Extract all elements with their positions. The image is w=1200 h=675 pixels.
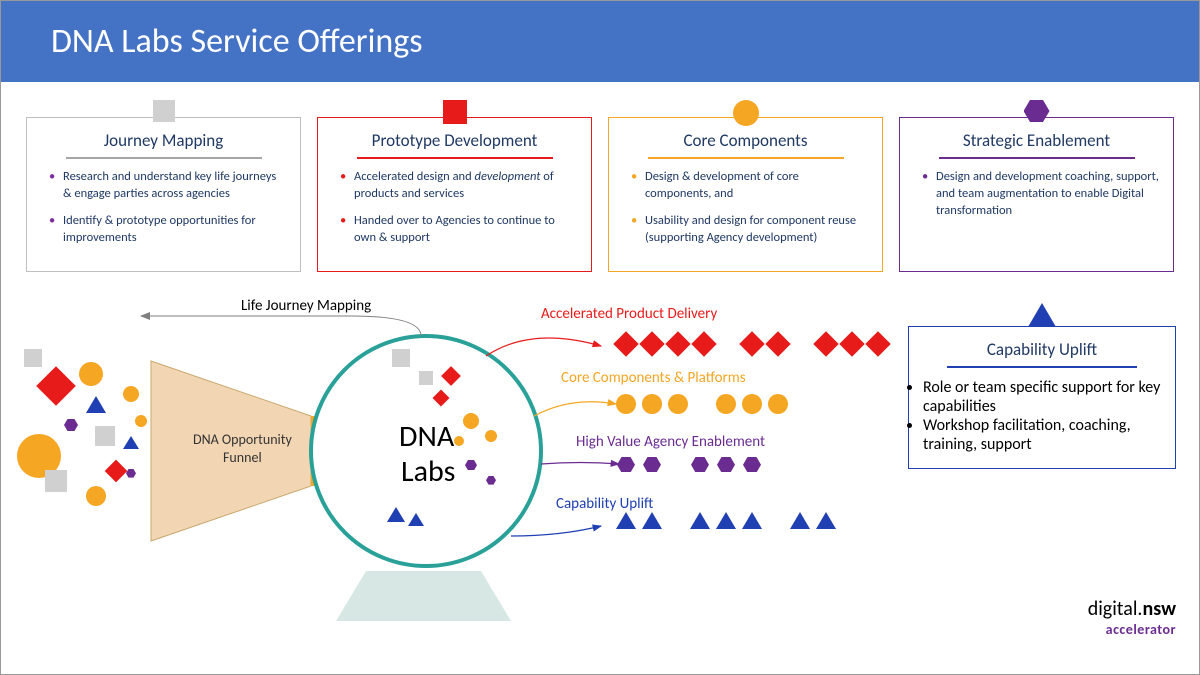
triangle-icon bbox=[387, 507, 405, 522]
square-icon bbox=[24, 349, 42, 367]
triangle-icon bbox=[86, 396, 106, 413]
circle-base bbox=[336, 571, 511, 621]
bullet: Handed over to Agencies to continue to o… bbox=[344, 213, 577, 247]
triangle-icon bbox=[123, 436, 139, 449]
bullet: Design & development of core components,… bbox=[635, 169, 868, 203]
triangle-icon bbox=[690, 512, 710, 529]
triangle-icon bbox=[642, 512, 662, 529]
stream-arrow-2 bbox=[534, 402, 616, 416]
card-title: Prototype Development bbox=[332, 130, 577, 151]
circle-icon bbox=[86, 486, 106, 506]
top-arrow-label: Life Journey Mapping bbox=[241, 297, 371, 315]
circle-icon bbox=[716, 394, 736, 414]
card-rule bbox=[947, 366, 1137, 368]
card-capability-uplift: Capability Uplift Role or team specific … bbox=[908, 326, 1176, 469]
card-title: Journey Mapping bbox=[41, 130, 286, 151]
circle-icon bbox=[463, 413, 479, 429]
stream-arrow-1 bbox=[486, 338, 601, 356]
card-title: Strategic Enablement bbox=[914, 130, 1159, 151]
triangle-icon bbox=[716, 512, 736, 529]
bullet: Usability and design for component reuse… bbox=[635, 213, 868, 247]
card-bullets: Role or team specific support for key ca… bbox=[923, 378, 1161, 454]
card-rule bbox=[357, 157, 553, 159]
stream-arrow-3 bbox=[541, 463, 619, 465]
card-strategic-enablement: Strategic Enablement Design and developm… bbox=[899, 117, 1174, 272]
circle-icon bbox=[135, 415, 147, 427]
page-header: DNA Labs Service Offerings bbox=[1, 1, 1199, 82]
square-icon bbox=[419, 371, 433, 385]
circle-icon bbox=[768, 394, 788, 414]
triangle-icon bbox=[742, 512, 762, 529]
hexagon-icon bbox=[1024, 100, 1050, 122]
card-core-components: Core Components Design & development of … bbox=[608, 117, 883, 272]
logo-line1: digital.nsw bbox=[1088, 597, 1176, 621]
card-title: Capability Uplift bbox=[923, 339, 1161, 360]
bullet: Role or team specific support for key ca… bbox=[923, 378, 1161, 416]
triangle-icon bbox=[616, 512, 636, 529]
return-arrow bbox=[141, 316, 421, 336]
circle-icon bbox=[733, 100, 759, 126]
card-rule bbox=[66, 157, 262, 159]
card-bullets: Design and development coaching, support… bbox=[914, 169, 1159, 220]
logo-line2: accelerator bbox=[1088, 621, 1176, 638]
bullet: Accelerated design and development of pr… bbox=[344, 169, 577, 203]
square-icon bbox=[153, 100, 175, 122]
card-prototype-development: Prototype Development Accelerated design… bbox=[317, 117, 592, 272]
circle-icon bbox=[123, 386, 139, 402]
card-bullets: Research and understand key life journey… bbox=[41, 169, 286, 247]
stream-label: Capability Uplift bbox=[556, 495, 653, 513]
bullet: Research and understand key life journey… bbox=[53, 169, 286, 203]
brand-logo: digital.nsw accelerator bbox=[1088, 597, 1176, 638]
card-bullets: Accelerated design and development of pr… bbox=[332, 169, 577, 247]
funnel-label-1: DNA Opportunity bbox=[193, 431, 292, 448]
card-rule bbox=[648, 157, 844, 159]
circle-icon bbox=[79, 362, 103, 386]
circle-icon bbox=[454, 436, 464, 446]
circle-icon bbox=[485, 430, 497, 442]
circle-icon bbox=[642, 394, 662, 414]
triangle-icon bbox=[1028, 303, 1056, 327]
bullet: Identify & prototype opportunities for i… bbox=[53, 213, 286, 247]
circle-icon bbox=[668, 394, 688, 414]
circle-icon bbox=[616, 394, 636, 414]
page-title: DNA Labs Service Offerings bbox=[51, 21, 423, 62]
square-icon bbox=[95, 426, 115, 446]
card-rule bbox=[939, 157, 1135, 159]
circle-label-2: Labs bbox=[401, 453, 455, 490]
square-icon bbox=[392, 349, 410, 367]
card-bullets: Design & development of core components,… bbox=[623, 169, 868, 247]
circle-icon bbox=[742, 394, 762, 414]
circle-label-1: DNA bbox=[399, 418, 455, 455]
cards-row: Journey Mapping Research and understand … bbox=[1, 82, 1199, 282]
stream-label: Core Components & Platforms bbox=[561, 369, 746, 387]
funnel-label-2: Funnel bbox=[223, 449, 262, 466]
bullet: Design and development coaching, support… bbox=[926, 169, 1159, 220]
stream-label: Accelerated Product Delivery bbox=[541, 305, 717, 323]
stream-arrow-4 bbox=[511, 526, 601, 536]
diamond-icon bbox=[443, 100, 467, 124]
card-title: Core Components bbox=[623, 130, 868, 151]
card-journey-mapping: Journey Mapping Research and understand … bbox=[26, 117, 301, 272]
stream-label: High Value Agency Enablement bbox=[576, 433, 765, 451]
bullet: Workshop facilitation, coaching, trainin… bbox=[923, 416, 1161, 454]
triangle-icon bbox=[790, 512, 810, 529]
triangle-icon bbox=[816, 512, 836, 529]
flow-diagram: DNA Labs Life Journey Mapping Accelerate… bbox=[1, 286, 1200, 656]
square-icon bbox=[45, 470, 67, 492]
triangle-icon bbox=[408, 513, 424, 526]
